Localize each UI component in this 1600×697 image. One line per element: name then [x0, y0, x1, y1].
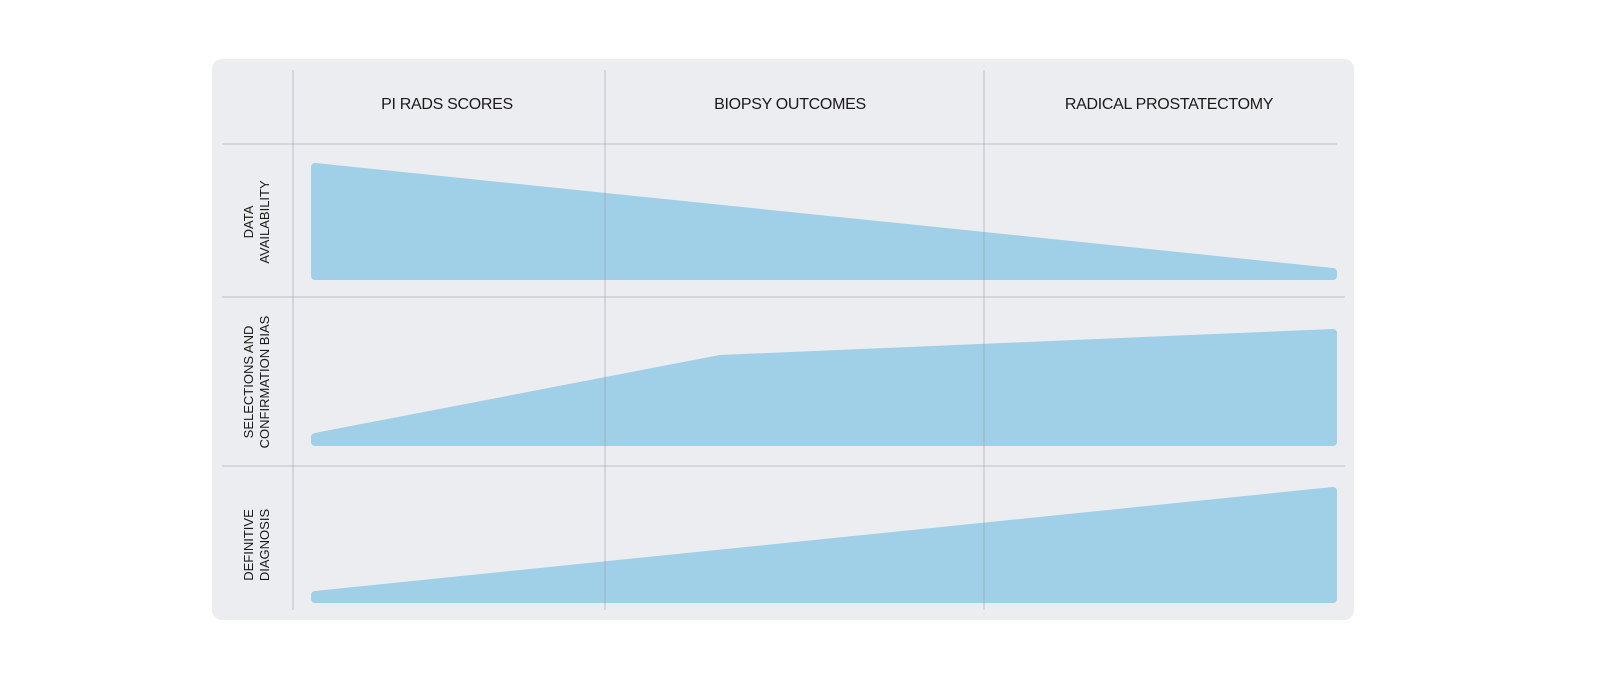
row-label: DEFINITIVE	[241, 509, 256, 581]
column-header: BIOPSY OUTCOMES	[714, 96, 866, 113]
column-header: RADICAL PROSTATECTOMY	[1065, 96, 1274, 113]
row-label: DIAGNOSIS	[257, 509, 272, 582]
column-header: PI RADS SCORES	[381, 96, 513, 113]
row-label: CONFIRMATION BIAS	[257, 315, 272, 448]
diagnosis-wedge	[311, 487, 1337, 603]
availability-wedge	[311, 163, 1337, 280]
row-label: DATA	[241, 205, 256, 238]
row-label: AVAILABILITY	[257, 180, 272, 264]
bias-wedge	[311, 329, 1337, 446]
row-label: SELECTIONS AND	[241, 326, 256, 439]
